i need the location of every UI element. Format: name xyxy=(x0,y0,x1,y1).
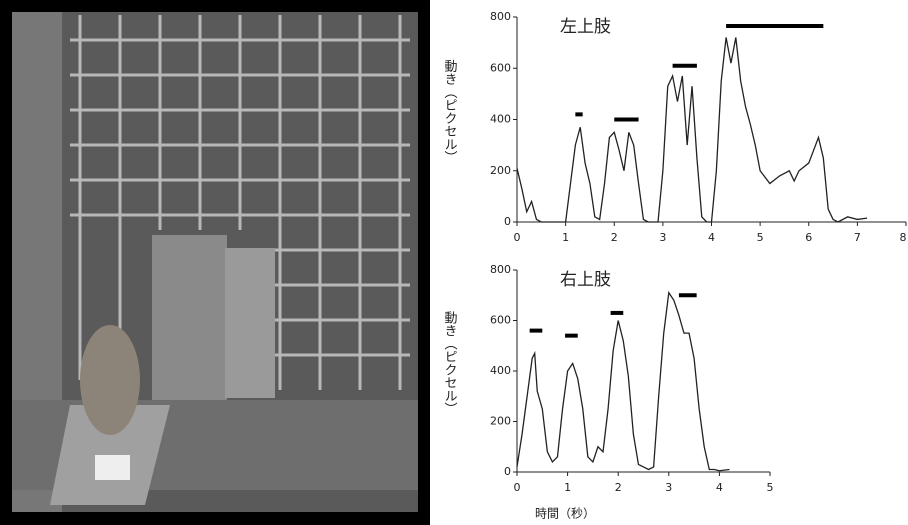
x-tick-label: 6 xyxy=(805,231,812,244)
x-tick-label: 1 xyxy=(562,231,569,244)
data-line xyxy=(516,37,868,223)
y-tick-label: 600 xyxy=(490,314,511,327)
y-tick-label: 400 xyxy=(490,113,511,126)
x-tick-label: 5 xyxy=(757,231,764,244)
chart-title: 左上肢 xyxy=(560,17,611,37)
y-axis-label: 動き（ピクセル） xyxy=(442,60,458,164)
x-tick-label: 2 xyxy=(611,231,618,244)
y-axis-label: 動き（ピクセル） xyxy=(442,311,458,415)
y-tick-label: 200 xyxy=(490,164,511,177)
y-tick-label: 200 xyxy=(490,415,511,428)
chart-title: 右上肢 xyxy=(560,270,611,290)
y-tick-label: 0 xyxy=(504,465,511,478)
y-tick-label: 800 xyxy=(490,10,511,23)
photo xyxy=(0,0,430,525)
x-tick-label: 5 xyxy=(767,481,774,494)
y-tick-label: 600 xyxy=(490,61,511,74)
x-tick-label: 1 xyxy=(564,481,571,494)
y-tick-label: 800 xyxy=(490,263,511,276)
x-tick-label: 3 xyxy=(665,481,672,494)
x-tick-label: 4 xyxy=(716,481,723,494)
y-tick-label: 0 xyxy=(504,215,511,228)
x-tick-label: 2 xyxy=(615,481,622,494)
y-tick-label: 400 xyxy=(490,364,511,377)
x-tick-label: 7 xyxy=(854,231,861,244)
x-tick-label: 8 xyxy=(900,231,907,244)
data-line xyxy=(516,290,730,472)
x-tick-label: 4 xyxy=(708,231,715,244)
x-tick-label: 3 xyxy=(659,231,666,244)
x-tick-label: 0 xyxy=(514,231,521,244)
x-axis-label: 時間（秒） xyxy=(535,507,595,521)
x-tick-label: 0 xyxy=(514,481,521,494)
